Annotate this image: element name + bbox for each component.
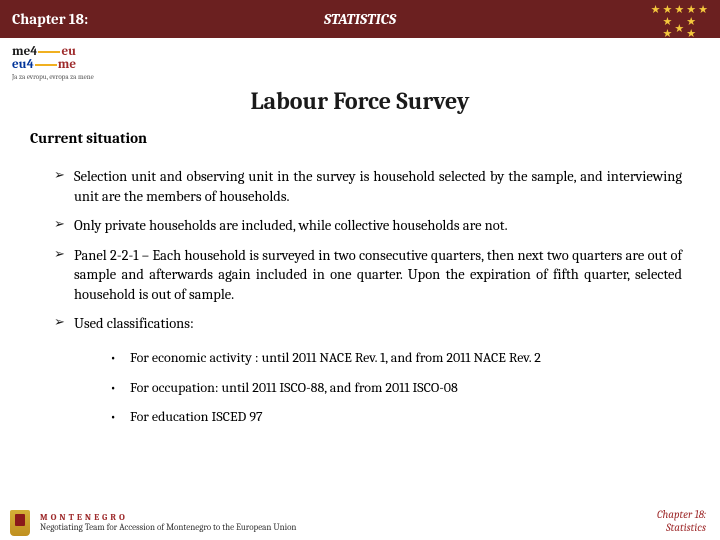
sub-list: For economic activity : until 2011 NACE … [54,344,682,427]
bullet-item: Only private households are included, wh… [54,216,682,236]
subtitle: Current situation [0,115,720,147]
footer: MONTENEGRO Negotiating Team for Accessio… [0,506,720,540]
footer-chapter: Chapter 18: [657,508,706,521]
sub-item: For economic activity : until 2011 NACE … [110,348,682,368]
bullet-item: Selection unit and observing unit in the… [54,167,682,206]
footer-stat: Statistics [657,521,706,534]
sub-item: For education ISCED 97 [110,407,682,427]
crest-icon [10,510,30,536]
logo-line2: eu4me [12,57,708,72]
footer-right: Chapter 18: Statistics [657,508,706,534]
chapter-label: Chapter 18: [0,10,88,28]
footer-country: MONTENEGRO [40,513,296,523]
content: Selection unit and observing unit in the… [0,147,720,427]
header-bar: Chapter 18: STATISTICS ★ ★★★ ★★ ★★★ ★ [0,0,720,38]
logo: me4eu eu4me Ja za evropu, evropa za mene [0,38,720,83]
footer-text: MONTENEGRO Negotiating Team for Accessio… [40,513,296,533]
footer-team: Negotiating Team for Accession of Monten… [40,523,296,533]
dash-icon [38,51,60,53]
chapter-title: STATISTICS [324,10,396,28]
page-title: Labour Force Survey [0,87,720,115]
bullet-item: Used classifications: [54,314,682,334]
bullet-item: Panel 2-2-1 – Each household is surveyed… [54,246,682,305]
eu-stars-icon: ★ ★★★ ★★ ★★★ ★ [651,4,708,39]
dash-icon [35,64,57,66]
logo-subtitle: Ja za evropu, evropa za mene [12,73,708,81]
sub-item: For occupation: until 2011 ISCO-88, and … [110,378,682,398]
